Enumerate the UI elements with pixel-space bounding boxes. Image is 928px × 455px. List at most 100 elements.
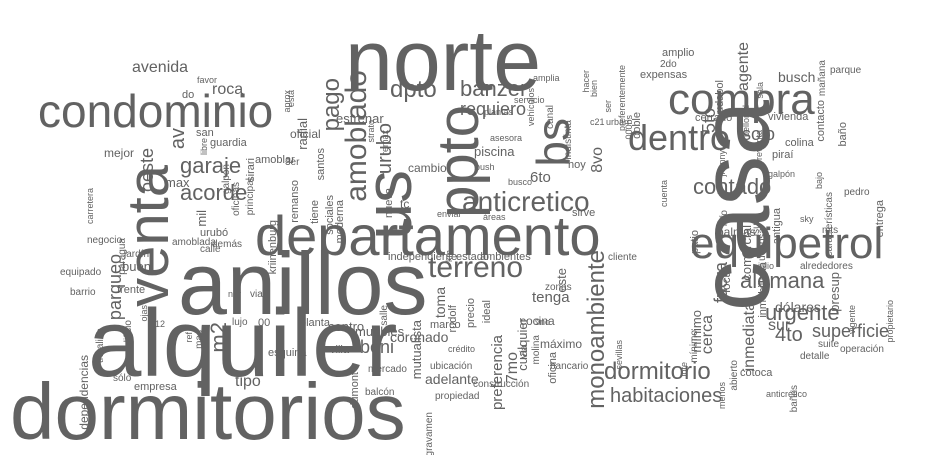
word: contado <box>693 174 772 199</box>
word: beni <box>360 337 395 357</box>
word: favor <box>197 75 218 85</box>
word: bien <box>589 80 599 98</box>
word: alemana <box>740 268 825 293</box>
word: 8vo <box>589 147 606 173</box>
word: 3er <box>285 157 300 168</box>
word: demás <box>212 239 243 250</box>
word: detalle <box>800 351 830 362</box>
word: inmediata <box>741 302 758 372</box>
word: san <box>196 127 214 139</box>
word: anticrético <box>766 389 808 399</box>
word: anillos <box>178 234 428 333</box>
word: busco <box>508 177 533 187</box>
word: ubicación <box>430 361 473 372</box>
word: cambio <box>408 161 447 175</box>
word: 6to <box>530 169 551 186</box>
word: agente <box>735 42 752 91</box>
word: parque <box>830 65 862 76</box>
word: amplio <box>662 47 695 59</box>
word: julio <box>758 261 775 271</box>
word: 9no <box>535 317 551 327</box>
word: características <box>824 192 835 257</box>
word: sociales <box>324 195 336 235</box>
word: cuenta <box>659 180 669 208</box>
word: mas <box>194 330 205 349</box>
word: departamento <box>255 204 601 267</box>
word: strato <box>366 120 376 143</box>
word: adelante <box>425 371 479 387</box>
word: negocio <box>87 235 123 246</box>
word: udepsa <box>757 228 768 261</box>
word: sirve <box>572 207 596 219</box>
word: nur <box>228 289 242 299</box>
word: villa <box>330 344 349 356</box>
word: equipetrol <box>690 219 884 268</box>
word: enviar <box>437 209 462 219</box>
word: barrio <box>70 287 96 298</box>
word: propiedad <box>435 391 480 402</box>
word: condominio <box>38 85 274 137</box>
word: cotoca <box>740 367 773 379</box>
word: indistinta <box>563 120 574 160</box>
word: coronado <box>390 329 449 345</box>
word: tiene <box>309 200 321 224</box>
word: lujo <box>232 317 248 328</box>
word: expensas <box>640 69 688 81</box>
word: calle <box>200 244 221 255</box>
word: está <box>286 90 296 108</box>
word: mercado <box>368 364 407 375</box>
word: terreno <box>428 251 524 284</box>
word: kriinenburg <box>267 220 279 275</box>
word: lote <box>679 362 689 377</box>
word: colina <box>785 137 814 149</box>
word: vivienda <box>768 111 809 123</box>
word: guardia <box>210 137 247 149</box>
word: 2do <box>660 59 677 70</box>
word: marco <box>430 319 461 331</box>
word: gravamen <box>424 412 435 455</box>
word: dentro <box>628 117 731 158</box>
word: frente <box>117 284 146 296</box>
word: urgente <box>765 300 840 325</box>
word: hacer <box>581 70 591 93</box>
word: patio <box>689 230 701 254</box>
word: sur <box>768 317 791 334</box>
word: tc <box>400 197 410 211</box>
word: toma <box>432 287 448 319</box>
word: abierto <box>729 360 740 391</box>
word: planta <box>300 317 330 329</box>
word: construcción <box>473 379 530 390</box>
word: nueva <box>383 188 395 218</box>
word: vehículos <box>526 88 536 127</box>
word: dormitorios <box>10 367 406 455</box>
word: estado <box>456 251 490 263</box>
word: hoy <box>568 159 586 171</box>
word: local <box>719 268 733 293</box>
word: ser <box>603 100 613 113</box>
word: dependencias <box>77 355 91 430</box>
word: dólares <box>775 299 821 315</box>
word: piscina <box>474 144 515 159</box>
word: santos <box>315 148 327 181</box>
word: dpto <box>390 76 437 103</box>
word: salle <box>379 305 390 326</box>
word: anticretico <box>462 186 590 217</box>
word: entrega <box>874 200 886 238</box>
word: remax <box>380 130 390 156</box>
word: zonas <box>545 282 572 293</box>
word: tenga <box>532 289 570 306</box>
word: 00 <box>258 317 271 329</box>
word: radial <box>295 118 310 150</box>
word: km <box>444 250 454 262</box>
word: mts <box>822 225 839 236</box>
word: urubó <box>200 227 229 239</box>
word: galpón <box>768 169 796 179</box>
word: crédito <box>448 344 476 354</box>
word: canal <box>545 105 556 129</box>
word: preferentemente <box>617 65 627 132</box>
word: norte <box>345 13 542 109</box>
word: cliente <box>608 252 637 263</box>
word: precio <box>465 298 477 328</box>
word: oficinas <box>231 182 242 216</box>
word: ambientes <box>480 251 531 263</box>
